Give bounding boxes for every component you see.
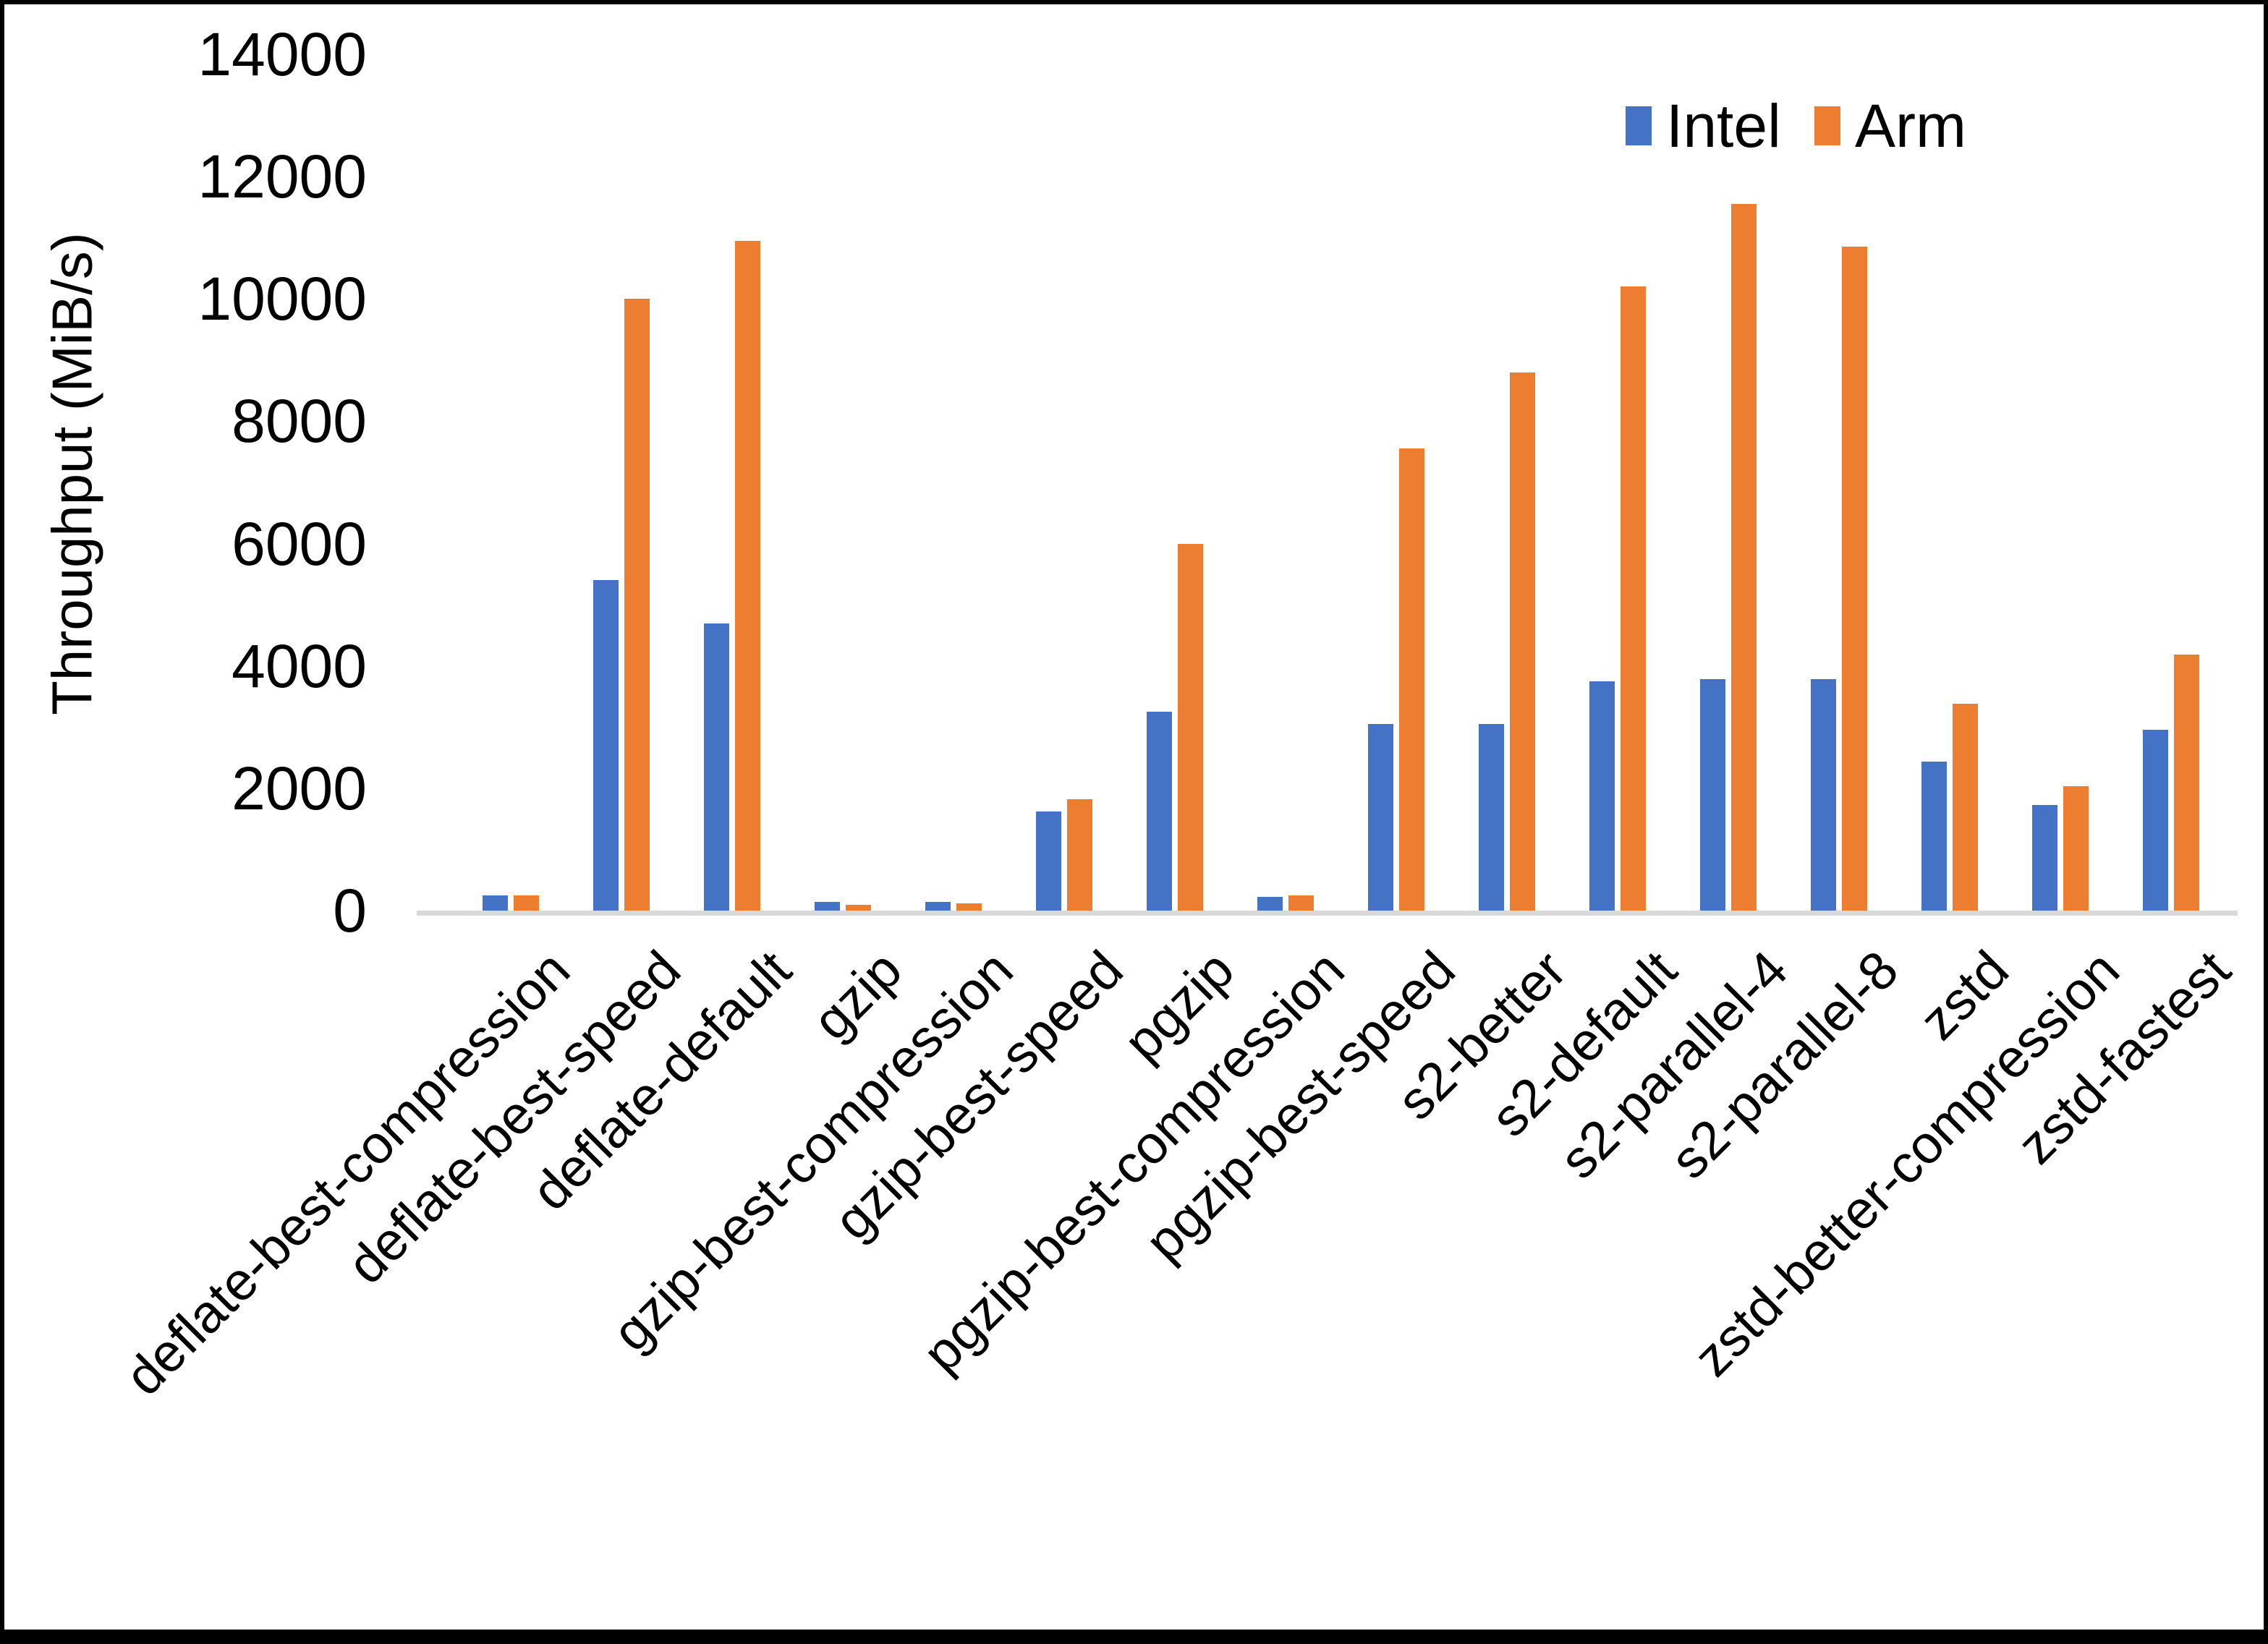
bar-arm-s2-better — [1510, 372, 1535, 911]
frame-left — [0, 0, 4, 1644]
y-tick-label-4000: 4000 — [232, 631, 367, 700]
bar-intel-s2-parallel-8 — [1811, 679, 1836, 911]
bar-arm-gzip-best-compression — [956, 903, 982, 911]
bar-arm-s2-parallel-8 — [1842, 247, 1867, 911]
legend-label-arm: Arm — [1855, 92, 1966, 160]
bar-arm-gzip — [846, 905, 871, 911]
frame-bottom — [0, 1630, 2268, 1644]
bar-intel-gzip-best-speed — [1036, 812, 1061, 911]
bar-arm-pgzip-best-speed — [1399, 448, 1424, 911]
bar-intel-deflate-default — [704, 623, 729, 911]
bar-arm-deflate-best-compression — [514, 895, 539, 911]
bar-intel-gzip — [815, 902, 840, 911]
bar-arm-pgzip — [1178, 544, 1203, 911]
legend-item-arm: Arm — [1814, 91, 1966, 161]
bar-arm-pgzip-best-compression — [1288, 895, 1314, 911]
y-tick-label-8000: 8000 — [232, 387, 367, 456]
bar-intel-pgzip-best-compression — [1257, 897, 1283, 911]
x-axis-line — [417, 911, 2238, 916]
bar-intel-pgzip — [1147, 712, 1172, 911]
bar-arm-zstd — [1953, 704, 1978, 911]
bar-arm-deflate-default — [735, 241, 760, 911]
x-label-deflate-best-compression: deflate-best-compression — [114, 939, 582, 1407]
frame-top — [0, 0, 2268, 4]
bar-intel-deflate-best-speed — [593, 580, 619, 911]
y-tick-label-0: 0 — [333, 877, 367, 945]
bar-arm-gzip-best-speed — [1067, 799, 1092, 911]
bar-arm-zstd-better-compression — [2063, 786, 2089, 911]
bar-intel-s2-default — [1589, 681, 1615, 911]
bar-arm-s2-default — [1621, 286, 1646, 911]
y-tick-label-14000: 14000 — [198, 20, 367, 88]
y-tick-label-10000: 10000 — [198, 265, 367, 333]
legend-item-intel: Intel — [1626, 91, 1781, 161]
bar-arm-zstd-fastest — [2174, 655, 2199, 911]
bar-intel-deflate-best-compression — [483, 895, 508, 911]
legend-swatch-arm — [1814, 106, 1840, 145]
bar-intel-gzip-best-compression — [925, 902, 951, 911]
frame-right — [2264, 0, 2268, 1644]
y-tick-label-6000: 6000 — [232, 509, 367, 578]
legend-label-intel: Intel — [1666, 92, 1781, 160]
bar-intel-pgzip-best-speed — [1368, 724, 1393, 911]
bar-intel-zstd-fastest — [2143, 730, 2168, 911]
y-tick-label-2000: 2000 — [232, 754, 367, 822]
bar-intel-zstd-better-compression — [2032, 805, 2057, 911]
bar-arm-deflate-best-speed — [624, 299, 650, 911]
legend-swatch-intel — [1626, 106, 1652, 145]
bar-intel-s2-parallel-4 — [1700, 679, 1725, 911]
bar-intel-zstd — [1921, 762, 1947, 911]
bar-arm-s2-parallel-4 — [1731, 204, 1757, 911]
y-tick-label-12000: 12000 — [198, 142, 367, 211]
bar-intel-s2-better — [1479, 724, 1504, 911]
